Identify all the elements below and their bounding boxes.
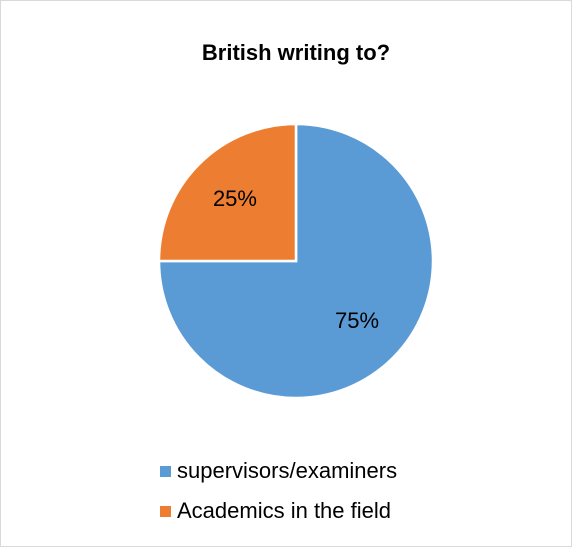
data-label-academics-in-the-field: 25%	[213, 186, 257, 211]
pie-slice-academics-in-the-field	[157, 122, 298, 263]
legend-item-supervisors-examiners: supervisors/examiners	[160, 456, 397, 486]
legend-swatch-academics-in-the-field	[160, 505, 171, 517]
chart-title: British writing to?	[201, 40, 391, 65]
legend-label-supervisors-examiners: supervisors/examiners	[177, 458, 398, 483]
legend-label-academics-in-the-field: Academics in the field	[177, 498, 391, 523]
legend-item-academics-in-the-field: Academics in the field	[160, 496, 397, 526]
legend: supervisors/examiners Academics in the f…	[160, 456, 397, 536]
legend-swatch-supervisors-examiners	[160, 465, 171, 477]
data-label-supervisors-examiners: 75%	[335, 308, 379, 333]
pie-slice-supervisors-examiners	[157, 122, 435, 400]
